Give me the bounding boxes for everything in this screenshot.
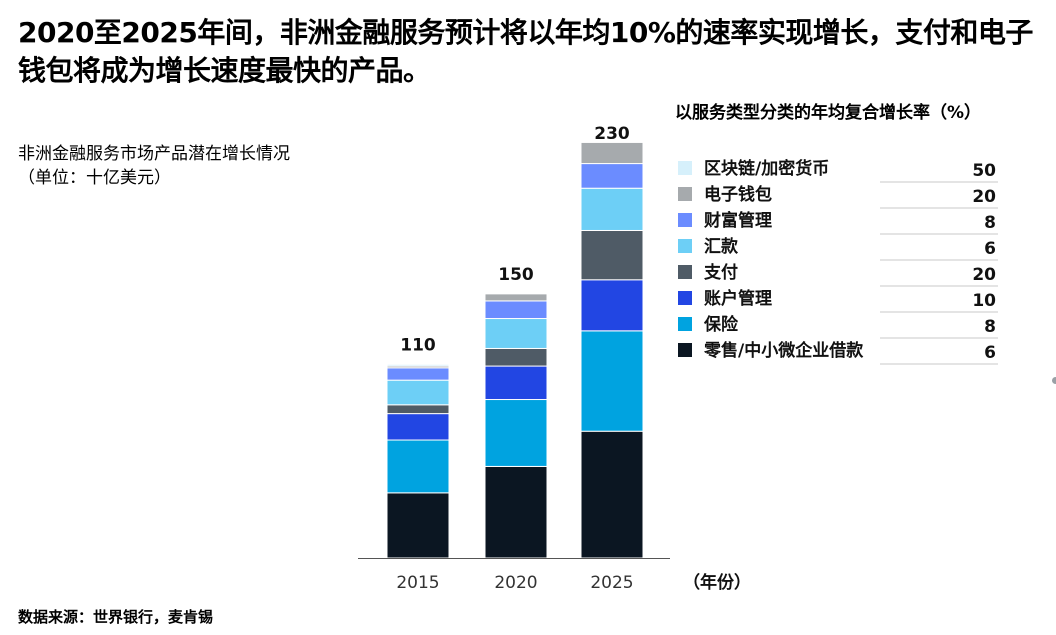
legend-cagr-3: 6 — [984, 239, 996, 259]
legend-cagr-1: 20 — [972, 187, 996, 207]
subtitle-line-2: （单位：十亿美元） — [18, 168, 171, 188]
bar-segment-2025-1 — [580, 330, 644, 432]
legend-cagr-4: 20 — [972, 265, 996, 285]
bar-segment-2020-5 — [484, 300, 548, 320]
legend: 区块链/加密货币 50 电子钱包 20 财富管理 8 汇款 6 支付 20 账户管理 10 保险 8 零售/… — [678, 158, 998, 365]
legend-label-2: 财富管理 — [703, 210, 772, 231]
bar-segment-2020-1 — [484, 399, 548, 467]
legend-label-6: 保险 — [703, 314, 739, 335]
legend-cagr-6: 8 — [984, 317, 996, 337]
subtitle-line-1: 非洲金融服务市场产品潜在增长情况 — [18, 144, 290, 164]
bar-segment-2015-5 — [386, 367, 450, 381]
total-label-2015: 110 — [400, 335, 436, 355]
legend-label-0: 区块链/加密货币 — [704, 158, 829, 179]
legend-label-1: 电子钱包 — [704, 184, 772, 205]
bar-segment-2020-4 — [484, 318, 548, 349]
legend-label-3: 汇款 — [704, 236, 739, 257]
legend-swatch-3 — [678, 239, 692, 253]
legend-cagr-7: 6 — [984, 343, 996, 363]
legend-swatch-5 — [678, 291, 692, 305]
bar-segment-2020-6 — [484, 293, 548, 302]
bar-segment-2020-2 — [484, 365, 548, 401]
legend-cagr-2: 8 — [984, 213, 996, 233]
legend-swatch-4 — [678, 265, 692, 279]
total-label-2020: 150 — [498, 265, 534, 285]
legend-label-7: 零售/中小微企业借款 — [703, 340, 864, 361]
x-tick-2025: 2025 — [590, 573, 633, 593]
bars-group — [386, 141, 644, 559]
legend-swatch-6 — [678, 317, 692, 331]
bar-segment-2025-3 — [580, 229, 644, 281]
legend-swatch-7 — [678, 343, 692, 357]
legend-cagr-0: 50 — [972, 161, 996, 181]
legend-label-5: 账户管理 — [704, 288, 772, 309]
x-tick-2015: 2015 — [396, 573, 439, 593]
legend-swatch-1 — [678, 187, 692, 201]
edge-dot — [1052, 377, 1056, 384]
chart-subtitle: 非洲金融服务市场产品潜在增长情况 （单位：十亿美元） — [18, 142, 290, 190]
total-label-2025: 230 — [594, 124, 630, 144]
bar-segment-2015-2 — [386, 413, 450, 441]
legend-title: 以服务类型分类的年均复合增长率（%） — [675, 103, 982, 123]
source-note: 数据来源：世界银行，麦肯锡 — [18, 608, 214, 626]
bar-segment-2015-4 — [386, 379, 450, 406]
bar-segment-2015-0 — [386, 492, 450, 559]
bar-segment-2025-4 — [580, 187, 644, 231]
legend-swatch-2 — [678, 213, 692, 227]
x-axis-unit: （年份） — [683, 572, 751, 593]
bar-segment-2025-6 — [580, 141, 644, 165]
legend-cagr-5: 10 — [972, 291, 996, 311]
bar-segment-2025-5 — [580, 163, 644, 189]
legend-swatch-0 — [678, 161, 692, 175]
bar-segment-2015-1 — [386, 439, 450, 494]
headline: 2020至2025年间，非洲金融服务预计将以年均10%的速率实现增长，支付和电子… — [18, 16, 1033, 87]
legend-label-4: 支付 — [704, 262, 738, 283]
bar-segment-2020-3 — [484, 347, 548, 367]
bar-segment-2015-3 — [386, 404, 450, 415]
bar-segment-2025-2 — [580, 279, 644, 332]
bar-segment-2020-0 — [484, 465, 548, 559]
total-labels: 110 150 230 — [400, 124, 630, 355]
bar-segment-2015-7 — [386, 363, 450, 367]
x-tick-labels: 2015 2020 2025 — [396, 573, 633, 593]
bar-segment-2025-0 — [580, 430, 644, 559]
x-tick-2020: 2020 — [494, 573, 537, 593]
